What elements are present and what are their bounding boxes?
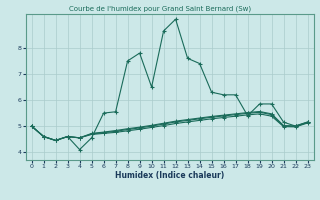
Text: Courbe de l'humidex pour Grand Saint Bernard (Sw): Courbe de l'humidex pour Grand Saint Ber… bbox=[69, 6, 251, 12]
X-axis label: Humidex (Indice chaleur): Humidex (Indice chaleur) bbox=[115, 171, 224, 180]
